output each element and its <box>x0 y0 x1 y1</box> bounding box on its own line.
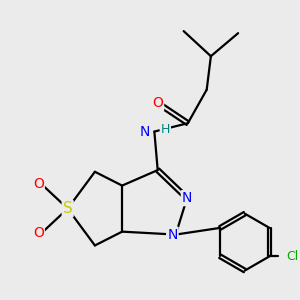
Text: Cl: Cl <box>286 250 298 263</box>
Text: O: O <box>33 177 44 191</box>
Text: H: H <box>160 123 170 136</box>
Text: S: S <box>63 201 73 216</box>
Text: O: O <box>152 96 163 110</box>
Text: O: O <box>33 226 44 240</box>
Text: N: N <box>140 124 150 139</box>
Text: N: N <box>182 191 192 205</box>
Text: N: N <box>167 228 178 242</box>
